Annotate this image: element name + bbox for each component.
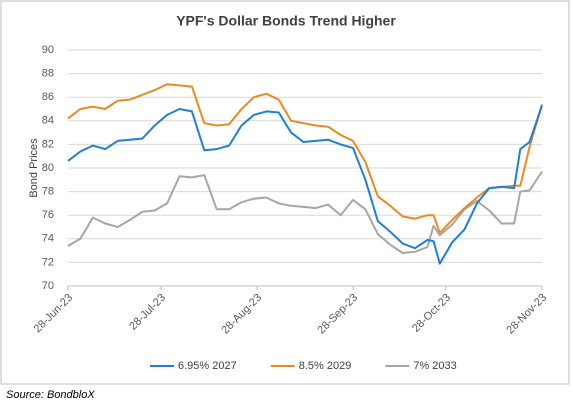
y-tick-label: 82: [42, 138, 54, 150]
y-tick-label: 88: [42, 68, 54, 80]
y-tick-label: 78: [42, 186, 54, 198]
chart-title: YPF's Dollar Bonds Trend Higher: [176, 13, 396, 29]
y-tick-label: 86: [42, 91, 54, 103]
y-tick-label: 90: [42, 44, 54, 56]
y-tick-label: 74: [42, 233, 54, 245]
legend-label: 6.95% 2027: [178, 360, 237, 372]
legend-label: 7% 2033: [413, 360, 456, 372]
series-line: [67, 170, 543, 254]
y-axis-label: Bond Prices: [28, 138, 40, 198]
y-tick-label: 70: [42, 280, 54, 292]
series-line: [67, 83, 543, 234]
y-tick-label: 72: [42, 256, 54, 268]
series-line: [67, 105, 543, 265]
y-tick-label: 76: [42, 209, 54, 221]
y-tick-label: 84: [42, 115, 54, 127]
legend-label: 8.5% 2029: [299, 360, 352, 372]
chart-border: [0, 0, 570, 385]
source: Source: BondbloX: [6, 389, 95, 401]
y-tick-label: 80: [42, 162, 54, 174]
